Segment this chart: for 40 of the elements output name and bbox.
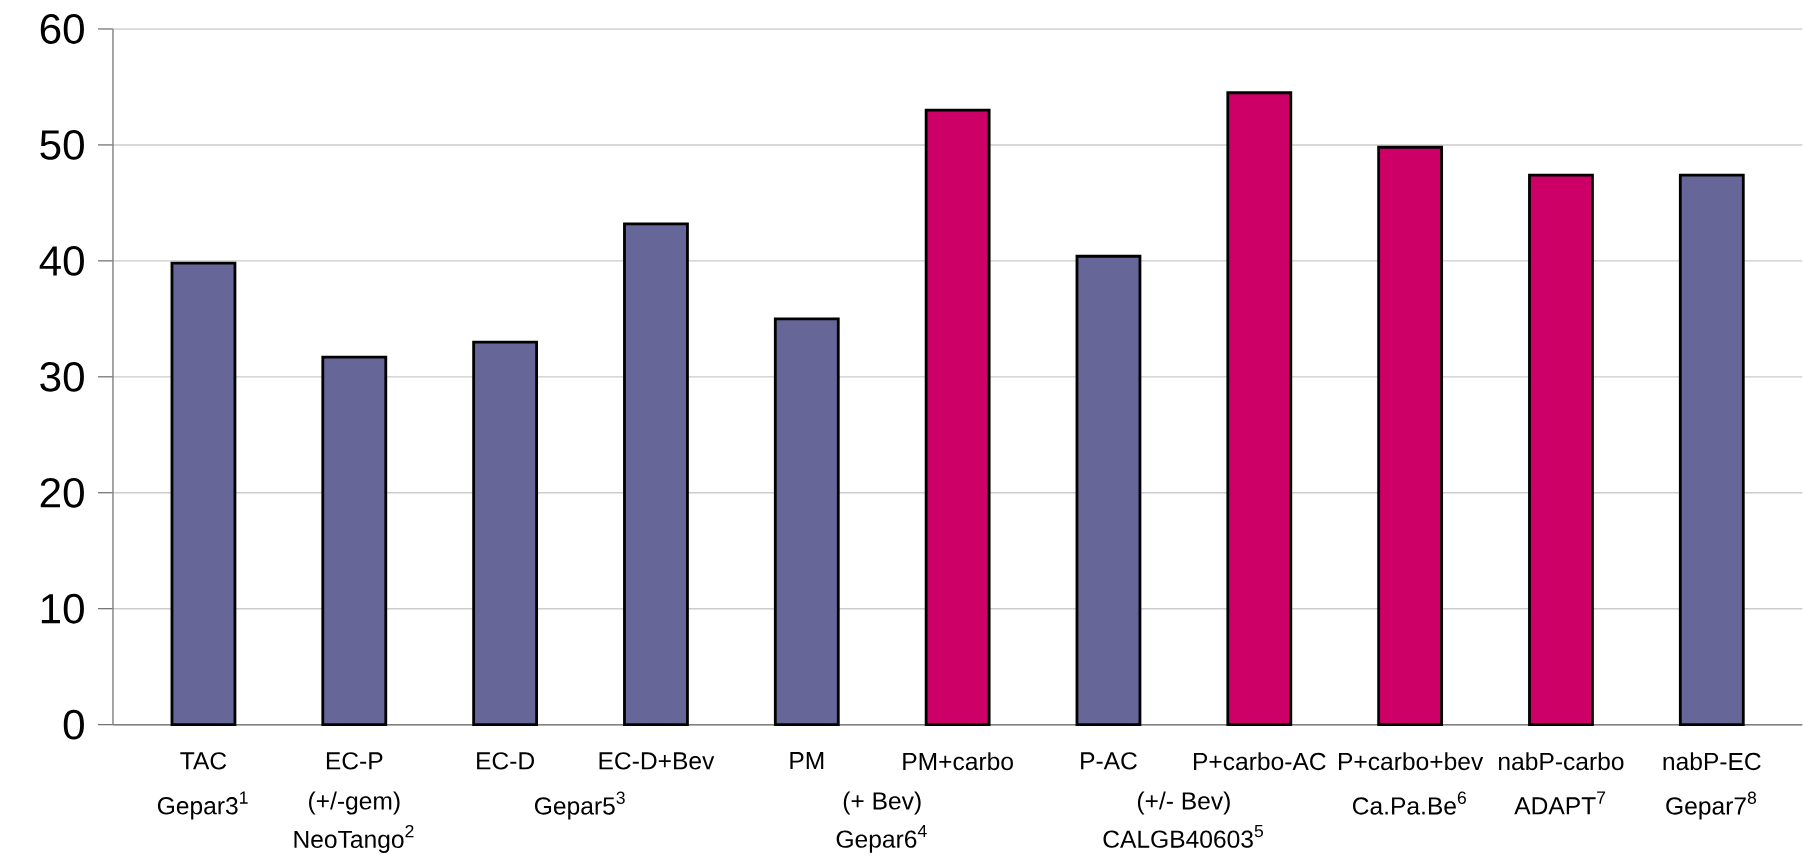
y-tick-label: 0 [63, 709, 84, 740]
y-tick-label: 40 [39, 246, 84, 276]
bar [472, 340, 539, 727]
y-tick-label: 10 [41, 594, 84, 624]
bar [924, 108, 991, 727]
x-tick-label: TAC [180, 752, 227, 770]
bar [1226, 91, 1293, 727]
x-tick-label: nabP-EC [1663, 752, 1761, 771]
x-tick-label: PM+carbo [903, 752, 1013, 771]
x-tick-label: EC-P [326, 752, 383, 770]
x-tick-label: PM [790, 752, 824, 770]
text: Gepar6$^{4}$ [836, 825, 927, 853]
text: (+/-gem) [309, 791, 400, 815]
x-tick-label: nabP-carbo [1499, 752, 1624, 771]
bar [1678, 173, 1745, 727]
text: Gepar3$^{1}$ [157, 791, 248, 820]
x-tick-label: P-AC [1081, 752, 1137, 770]
text: ADAPT$^{7}$ [1514, 791, 1606, 815]
y-tick-label: 30 [40, 362, 84, 392]
text: CALGB40603$^{5}$ [1103, 825, 1264, 849]
bar [1528, 173, 1594, 727]
bar [773, 317, 840, 727]
x-tick-label: P+carbo-AC [1194, 752, 1326, 771]
y-tick-label: 60 [40, 14, 84, 45]
text: Ca.Pa.Be$^{6}$ [1353, 791, 1466, 815]
text: NeoTango$^{2}$ [294, 825, 414, 854]
text: (+ Bev) [843, 791, 921, 815]
y-tick-label: 20 [40, 478, 84, 508]
x-tick-label: EC-D [477, 752, 534, 770]
x-tick-label: P+carbo+bev [1339, 752, 1484, 771]
text: Gepar5$^{3}$ [534, 791, 625, 820]
bar [1075, 255, 1142, 727]
text: (+/- Bev) [1137, 791, 1230, 815]
text: Gepar7$^{8}$ [1666, 791, 1757, 820]
bar [1377, 146, 1444, 727]
bar [321, 355, 388, 727]
bar [623, 222, 689, 727]
y-tick-label: 50 [40, 130, 84, 161]
x-tick-label: EC-D+Bev [599, 752, 715, 770]
bar [170, 261, 237, 727]
